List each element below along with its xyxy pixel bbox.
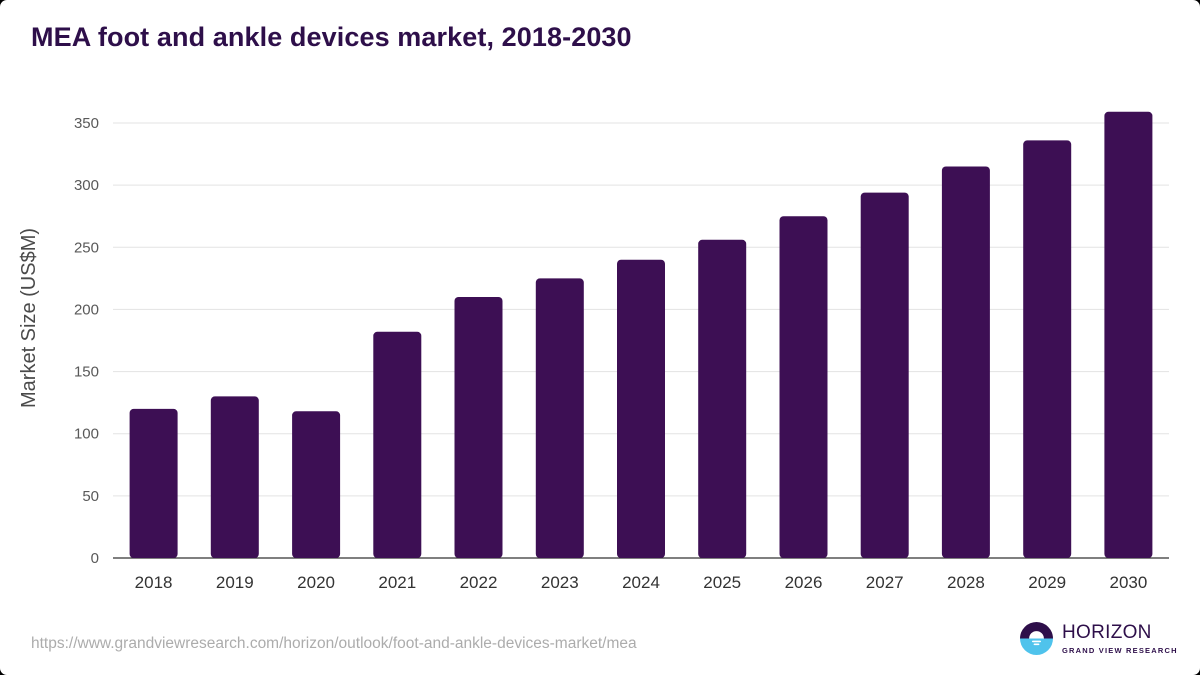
svg-text:2018: 2018 xyxy=(135,573,173,592)
svg-text:2021: 2021 xyxy=(378,573,416,592)
svg-text:150: 150 xyxy=(74,364,99,381)
svg-text:2027: 2027 xyxy=(866,573,904,592)
svg-text:250: 250 xyxy=(74,239,99,256)
svg-text:300: 300 xyxy=(74,177,99,194)
svg-text:2022: 2022 xyxy=(460,573,498,592)
svg-text:2028: 2028 xyxy=(947,573,985,592)
svg-text:0: 0 xyxy=(91,550,99,567)
svg-text:350: 350 xyxy=(74,115,99,132)
svg-text:2025: 2025 xyxy=(703,573,741,592)
svg-text:50: 50 xyxy=(82,488,99,505)
svg-text:2019: 2019 xyxy=(216,573,254,592)
svg-text:2023: 2023 xyxy=(541,573,579,592)
svg-text:2020: 2020 xyxy=(297,573,335,592)
svg-text:100: 100 xyxy=(74,426,99,443)
svg-text:2029: 2029 xyxy=(1028,573,1066,592)
svg-text:2024: 2024 xyxy=(622,573,660,592)
svg-text:2026: 2026 xyxy=(785,573,823,592)
svg-text:200: 200 xyxy=(74,301,99,318)
svg-text:2030: 2030 xyxy=(1109,573,1147,592)
